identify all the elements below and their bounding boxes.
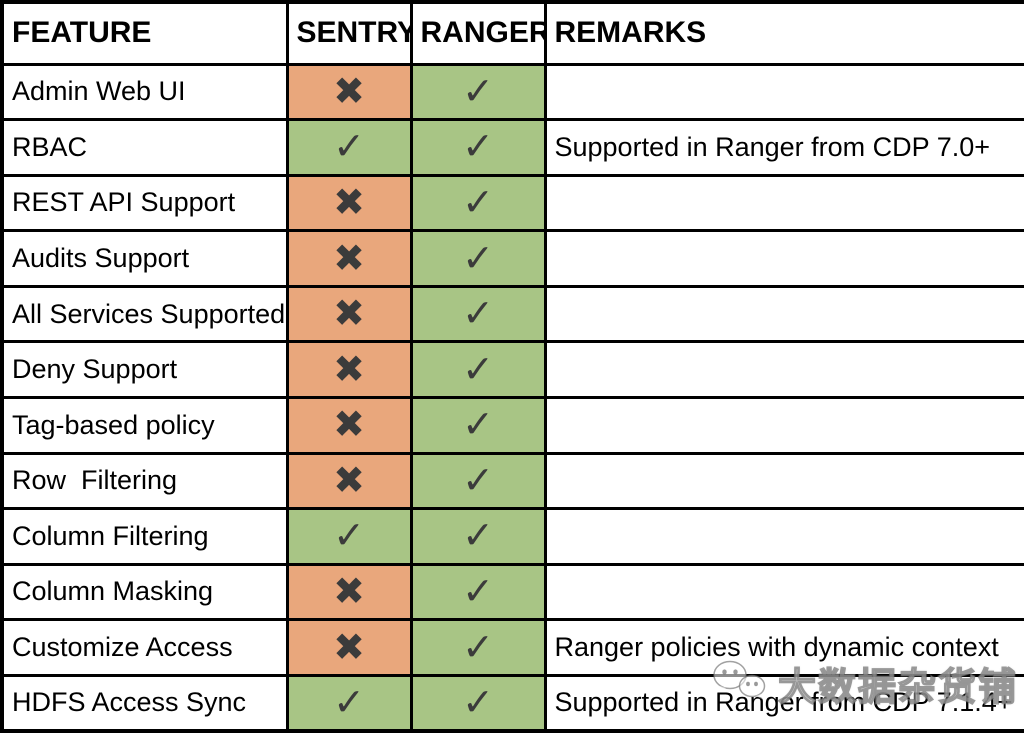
- header-row: FEATURE SENTRY RANGER REMARKS: [0, 0, 1024, 66]
- header-sentry: SENTRY: [285, 0, 413, 66]
- ranger-mark-cell: ✓: [409, 562, 547, 622]
- check-icon: ✓: [462, 70, 494, 113]
- cross-icon: ✖: [333, 570, 365, 613]
- table-row: REST API Support ✖ ✓: [0, 173, 1024, 233]
- table-row: Deny Support ✖ ✓: [0, 340, 1024, 399]
- ranger-mark-cell: ✓: [409, 618, 547, 677]
- table-row: Admin Web UI ✖ ✓: [0, 62, 1024, 122]
- check-icon: ✓: [462, 237, 494, 280]
- remarks-text: [543, 62, 1024, 122]
- ranger-mark-cell: ✓: [409, 451, 547, 511]
- feature-label: REST API Support: [0, 173, 289, 233]
- table-row: Column Filtering ✓ ✓: [0, 507, 1024, 566]
- feature-label: RBAC: [0, 118, 289, 177]
- feature-label: Customize Access: [0, 618, 289, 677]
- feature-label: Deny Support: [0, 340, 289, 399]
- table-row: Column Masking ✖ ✓: [0, 562, 1024, 622]
- table-row: Customize Access ✖ ✓ Ranger policies wit…: [0, 618, 1024, 677]
- feature-label: HDFS Access Sync: [0, 673, 289, 733]
- ranger-mark-cell: ✓: [409, 395, 547, 455]
- check-icon: ✓: [462, 459, 494, 502]
- feature-label: All Services Supported: [0, 284, 289, 344]
- table-row: RBAC ✓ ✓ Supported in Ranger from CDP 7.…: [0, 118, 1024, 177]
- sentry-mark-cell: ✖: [285, 618, 413, 677]
- remarks-text: [543, 562, 1024, 622]
- table-row: Row Filtering ✖ ✓: [0, 451, 1024, 511]
- feature-label: Row Filtering: [0, 451, 289, 511]
- check-icon: ✓: [462, 404, 494, 447]
- remarks-text: [543, 451, 1024, 511]
- check-icon: ✓: [333, 515, 365, 558]
- sentry-mark-cell: ✖: [285, 340, 413, 399]
- ranger-mark-cell: ✓: [409, 340, 547, 399]
- table-row: HDFS Access Sync ✓ ✓ Supported in Ranger…: [0, 673, 1024, 733]
- remarks-text: Supported in Ranger from CDP 7.1.4+: [543, 673, 1024, 733]
- sentry-mark-cell: ✓: [285, 673, 413, 733]
- table-row: Tag-based policy ✖ ✓: [0, 395, 1024, 455]
- remarks-text: Supported in Ranger from CDP 7.0+: [543, 118, 1024, 177]
- remarks-text: [543, 229, 1024, 288]
- feature-label: Column Filtering: [0, 507, 289, 566]
- feature-label: Tag-based policy: [0, 395, 289, 455]
- remarks-text: [543, 284, 1024, 344]
- check-icon: ✓: [333, 126, 365, 169]
- sentry-mark-cell: ✖: [285, 284, 413, 344]
- cross-icon: ✖: [333, 70, 365, 113]
- sentry-mark-cell: ✓: [285, 507, 413, 566]
- header-ranger: RANGER: [409, 0, 547, 66]
- check-icon: ✓: [462, 626, 494, 669]
- cross-icon: ✖: [333, 237, 365, 280]
- sentry-mark-cell: ✓: [285, 118, 413, 177]
- ranger-mark-cell: ✓: [409, 62, 547, 122]
- cross-icon: ✖: [333, 404, 365, 447]
- ranger-mark-cell: ✓: [409, 284, 547, 344]
- remarks-text: [543, 395, 1024, 455]
- sentry-mark-cell: ✖: [285, 395, 413, 455]
- check-icon: ✓: [462, 126, 494, 169]
- remarks-text: [543, 340, 1024, 399]
- ranger-mark-cell: ✓: [409, 173, 547, 233]
- remarks-text: [543, 173, 1024, 233]
- cross-icon: ✖: [333, 459, 365, 502]
- check-icon: ✓: [462, 515, 494, 558]
- check-icon: ✓: [462, 181, 494, 224]
- feature-label: Admin Web UI: [0, 62, 289, 122]
- table-row: All Services Supported ✖ ✓: [0, 284, 1024, 344]
- sentry-mark-cell: ✖: [285, 62, 413, 122]
- ranger-mark-cell: ✓: [409, 507, 547, 566]
- header-feature: FEATURE: [0, 0, 289, 66]
- cross-icon: ✖: [333, 181, 365, 224]
- cross-icon: ✖: [333, 293, 365, 336]
- header-remarks: REMARKS: [543, 0, 1024, 66]
- sentry-mark-cell: ✖: [285, 229, 413, 288]
- remarks-text: [543, 507, 1024, 566]
- remarks-text: Ranger policies with dynamic context: [543, 618, 1024, 677]
- check-icon: ✓: [462, 293, 494, 336]
- cross-icon: ✖: [333, 348, 365, 391]
- check-icon: ✓: [462, 348, 494, 391]
- sentry-mark-cell: ✖: [285, 451, 413, 511]
- feature-label: Column Masking: [0, 562, 289, 622]
- check-icon: ✓: [462, 681, 494, 724]
- feature-label: Audits Support: [0, 229, 289, 288]
- cross-icon: ✖: [333, 626, 365, 669]
- sentry-mark-cell: ✖: [285, 173, 413, 233]
- ranger-mark-cell: ✓: [409, 118, 547, 177]
- ranger-mark-cell: ✓: [409, 229, 547, 288]
- sentry-mark-cell: ✖: [285, 562, 413, 622]
- table-row: Audits Support ✖ ✓: [0, 229, 1024, 288]
- check-icon: ✓: [333, 681, 365, 724]
- check-icon: ✓: [462, 570, 494, 613]
- ranger-mark-cell: ✓: [409, 673, 547, 733]
